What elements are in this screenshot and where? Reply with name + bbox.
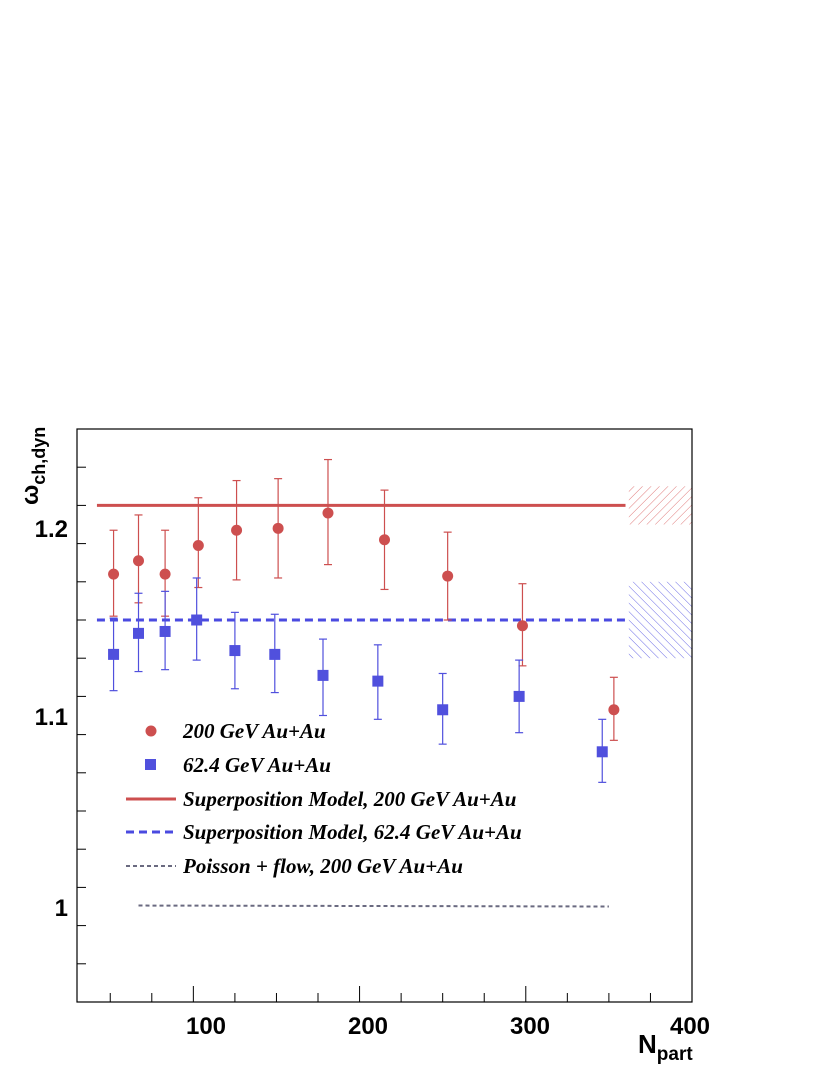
x-tick-label: 100 (186, 1013, 226, 1040)
data-point-circle (192, 540, 204, 552)
data-point-circle (231, 524, 243, 536)
y-tick-label: 1.2 (35, 516, 68, 543)
y-axis-label: ω (17, 485, 44, 505)
data-point-circle (442, 570, 454, 582)
data-point-circle (159, 568, 171, 580)
svg-text:ωch,dyn: ωch,dyn (17, 427, 49, 505)
model-line-dotted (138, 904, 609, 908)
data-point-square (317, 669, 329, 681)
data-point-square (133, 627, 144, 639)
model-lines (96, 503, 626, 908)
data-point-circle (272, 522, 284, 534)
legend-label: 200 GeV Au+Au (182, 719, 326, 743)
data-point-square (596, 746, 608, 758)
systematic-bands (628, 486, 692, 659)
x-axis-label: N (638, 1029, 657, 1059)
y-tick-label: 1 (55, 895, 68, 922)
data-point-square (513, 690, 525, 702)
legend-marker-square (145, 759, 156, 770)
data-point-square (372, 675, 384, 687)
data-point-square (269, 648, 281, 660)
x-tick-label: 200 (348, 1013, 388, 1040)
data-point-circle (379, 534, 390, 546)
data-point-circle (322, 507, 334, 519)
data-point-circle (133, 555, 144, 567)
legend-label: Superposition Model, 62.4 GeV Au+Au (183, 820, 522, 844)
systematic-band (628, 486, 692, 525)
data-point-circle (608, 704, 620, 716)
data-point-circle (516, 620, 528, 632)
data-point-square (159, 625, 171, 637)
y-axis-label-sub: ch,dyn (29, 427, 49, 485)
data-point-square (191, 614, 203, 626)
axis-ticks (77, 428, 693, 1003)
data-markers (108, 507, 620, 758)
y-tick-label: 1.1 (35, 704, 68, 731)
x-tick-labels: 100 200 300 400 (186, 1013, 710, 1040)
legend-marker-circle (145, 725, 157, 737)
legend-label: Poisson + flow, 200 GeV Au+Au (182, 854, 463, 878)
plot-frame (76, 428, 693, 1003)
legend-label: Superposition Model, 200 GeV Au+Au (183, 787, 516, 811)
y-tick-labels: 1 1.1 1.2 (35, 516, 68, 922)
x-axis-title: Npart (638, 1029, 693, 1065)
legend-label: 62.4 GeV Au+Au (183, 753, 331, 777)
data-point-square (437, 704, 449, 716)
y-axis-title: ωch,dyn (17, 427, 49, 505)
data-point-square (108, 648, 120, 660)
systematic-band (628, 581, 692, 659)
legend: 200 GeV Au+Au 62.4 GeV Au+Au Superpositi… (126, 719, 522, 878)
x-axis-label-sub: part (657, 1044, 694, 1065)
x-tick-label: 400 (670, 1013, 710, 1040)
data-point-square (229, 645, 241, 657)
data-point-circle (108, 568, 120, 580)
svg-text:Npart: Npart (638, 1029, 693, 1065)
x-tick-label: 300 (510, 1013, 550, 1040)
